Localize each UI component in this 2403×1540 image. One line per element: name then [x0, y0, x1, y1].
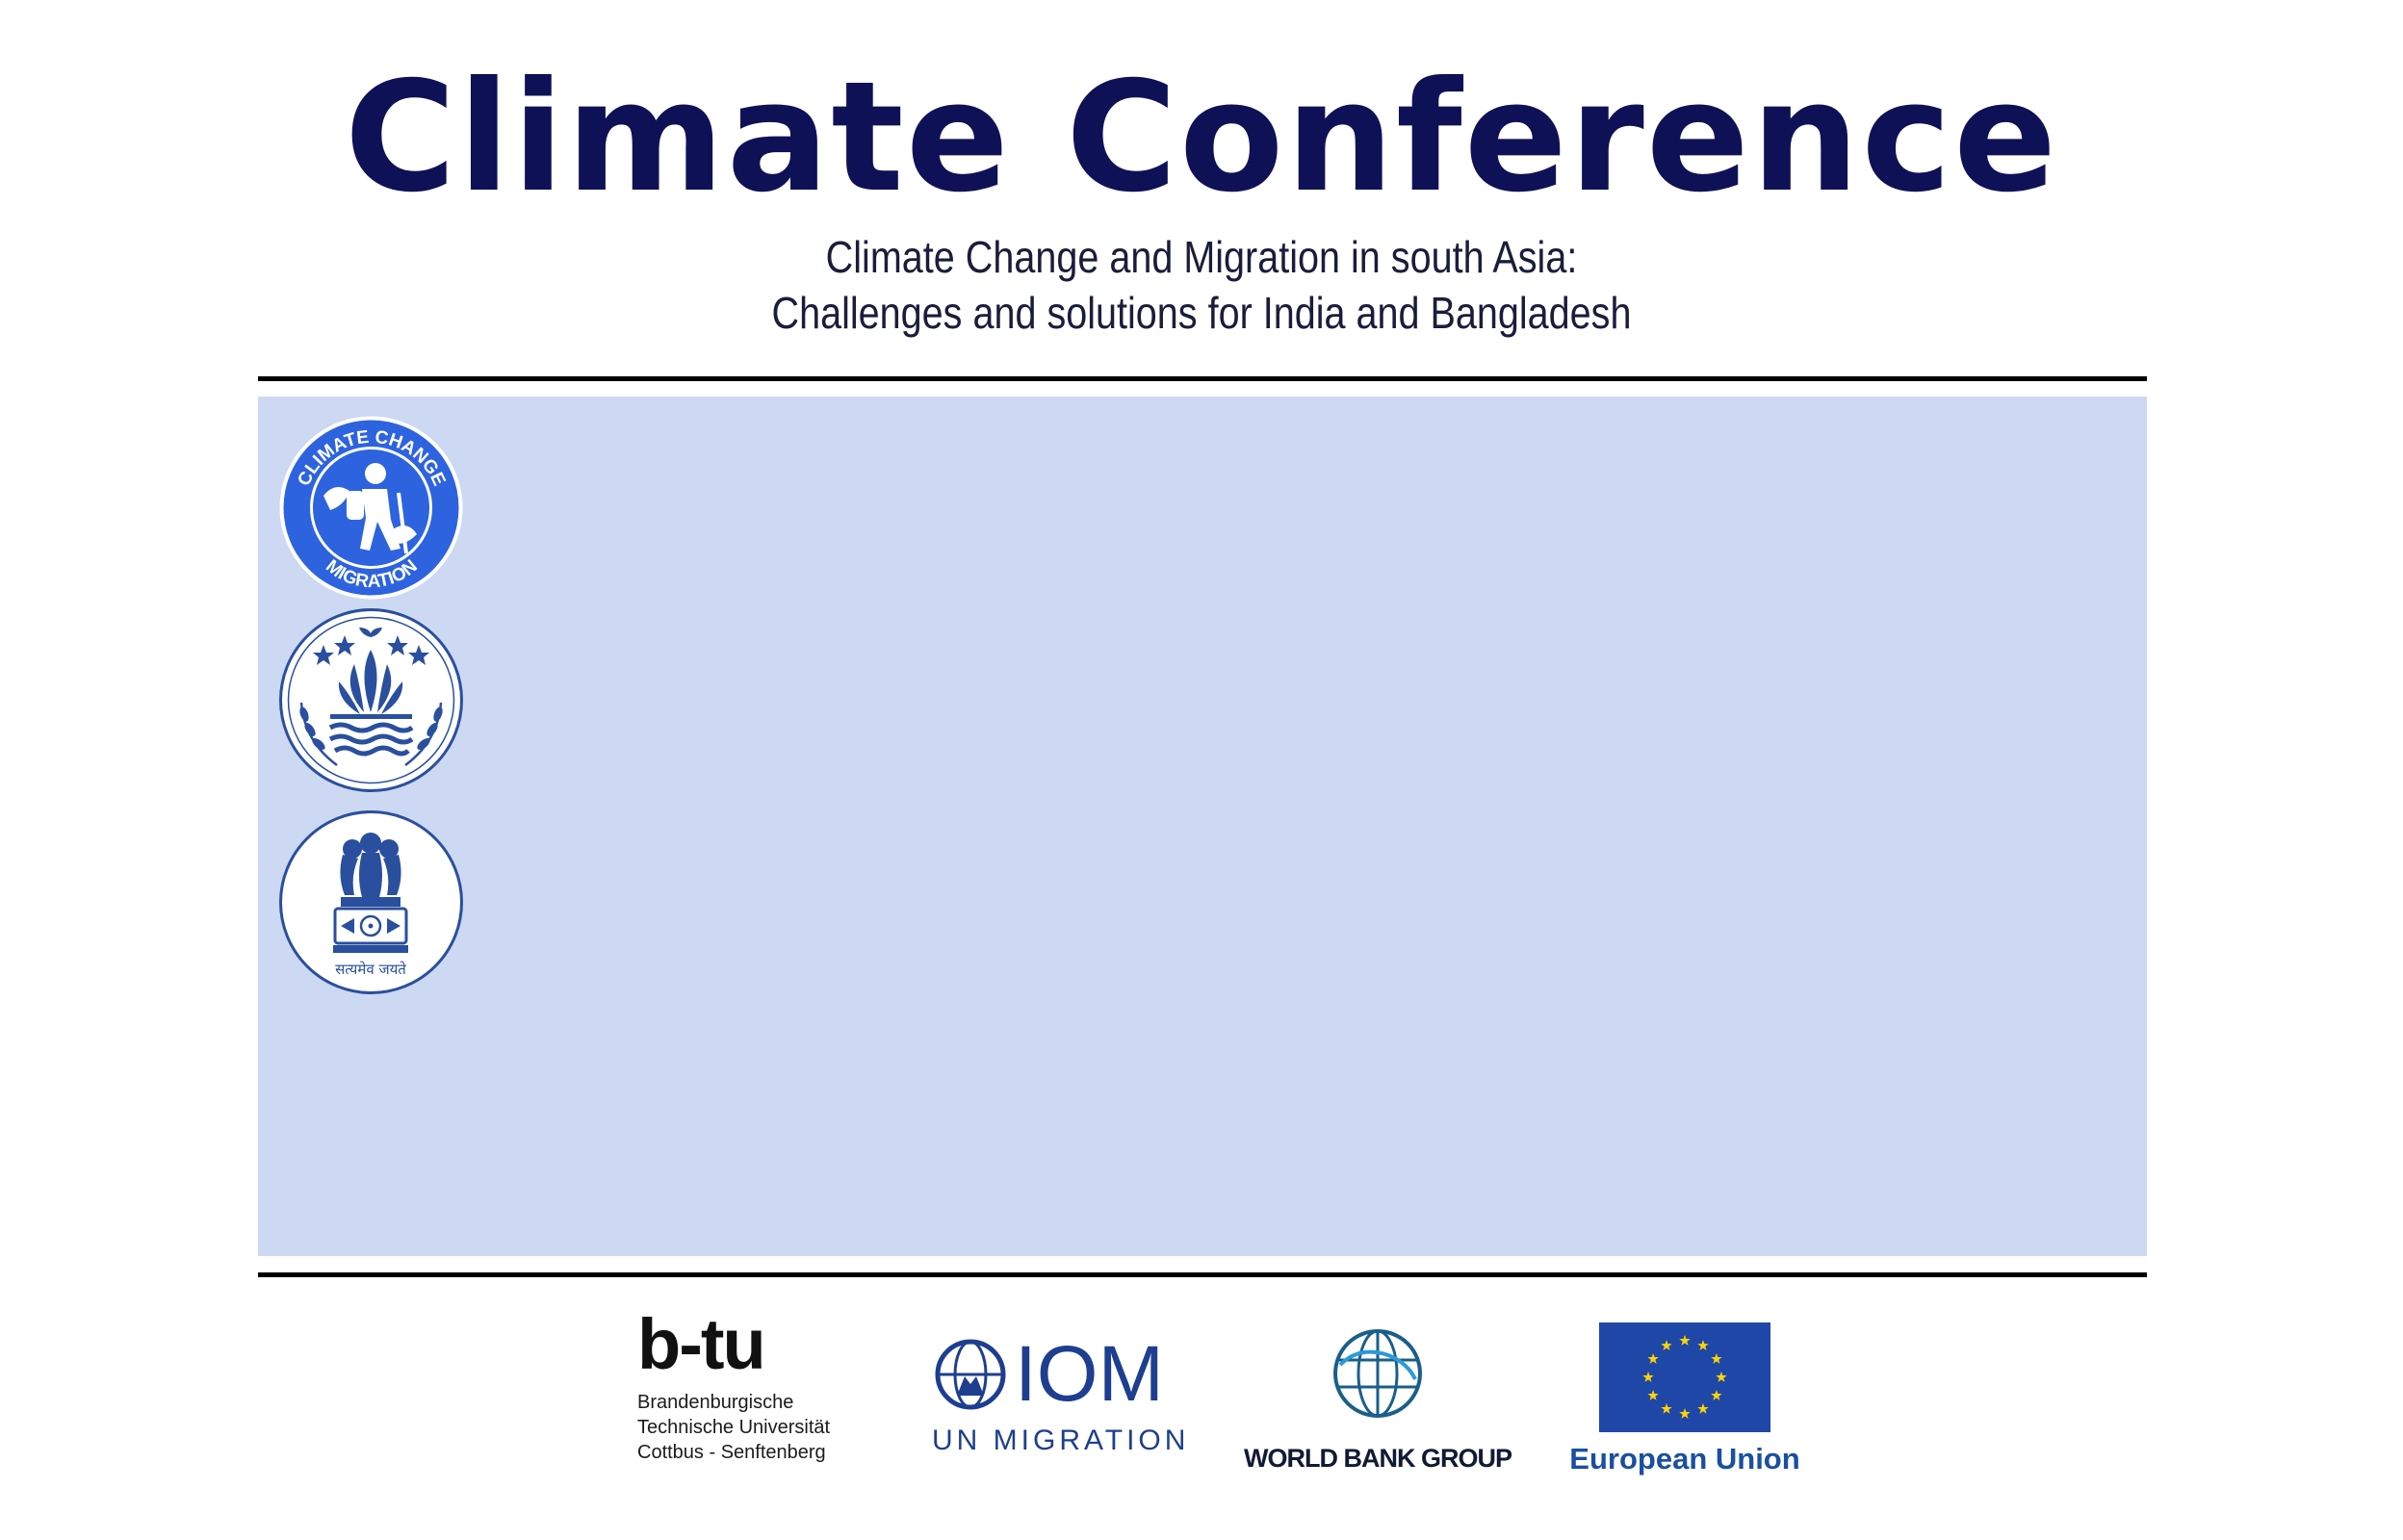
btu-line-1: Brandenburgische — [637, 1392, 794, 1413]
bangladesh-seal — [277, 606, 465, 794]
india-seal: सत्यमेव जयते — [277, 808, 465, 996]
bottom-divider — [258, 1272, 2147, 1277]
eu-star — [1647, 1353, 1659, 1364]
india-emblem-icon: सत्यमेव जयते — [279, 810, 463, 994]
eu-star — [1711, 1390, 1722, 1400]
btu-mark-icon: b-tu — [637, 1304, 766, 1384]
top-divider — [258, 376, 2147, 381]
eu-star — [1661, 1340, 1672, 1350]
eu-flag-icon — [1599, 1322, 1770, 1432]
eu-star — [1716, 1372, 1727, 1382]
btu-line-2: Technische Universität — [637, 1417, 831, 1438]
migrant-globe-icon: CLIMATE CHANGE MIGRATION — [279, 416, 463, 600]
eu-star — [1697, 1340, 1709, 1350]
eu-star — [1679, 1408, 1691, 1419]
eu-star — [1647, 1390, 1659, 1400]
eu-star — [1679, 1335, 1691, 1346]
btu-wordmark: b-tu — [637, 1304, 830, 1384]
eu-label: European Union — [1569, 1442, 1800, 1476]
world-bank-logo: WORLD BANK GROUP — [1238, 1326, 1517, 1474]
world-bank-label: WORLD BANK GROUP — [1244, 1444, 1512, 1473]
eu-star — [1711, 1353, 1722, 1364]
india-motto: सत्यमेव जयते — [335, 961, 406, 978]
eu-star — [1642, 1372, 1654, 1382]
svg-text:b-tu: b-tu — [637, 1311, 764, 1380]
bangladesh-emblem-icon — [279, 608, 463, 792]
content-panel: CLIMATE CHANGE MIGRATION — [258, 397, 2147, 1256]
conference-subtitle: Climate Change and Migration in south As… — [0, 229, 2403, 341]
iom-wordmark: IOM — [1015, 1330, 1164, 1418]
iom-globe-icon — [935, 1339, 1006, 1410]
btu-line-3: Cottbus - Senftenberg — [637, 1442, 826, 1463]
subtitle-line-1: Climate Change and Migration in south As… — [825, 232, 1578, 282]
btu-logo: b-tu Brandenburgische Technische Univers… — [637, 1304, 831, 1465]
world-bank-globe-icon — [1333, 1329, 1422, 1418]
conference-title: Climate Conference — [344, 49, 2059, 226]
subtitle-line-2: Challenges and solutions for India and B… — [771, 288, 1632, 338]
eu-logo: European Union — [1569, 1322, 1800, 1476]
eu-star — [1661, 1402, 1672, 1414]
iom-subtitle: UN MIGRATION — [932, 1424, 1190, 1456]
iom-logo: IOM UN MIGRATION — [932, 1330, 1190, 1457]
climate-migration-seal: CLIMATE CHANGE MIGRATION — [277, 414, 465, 602]
eu-star — [1697, 1402, 1709, 1414]
